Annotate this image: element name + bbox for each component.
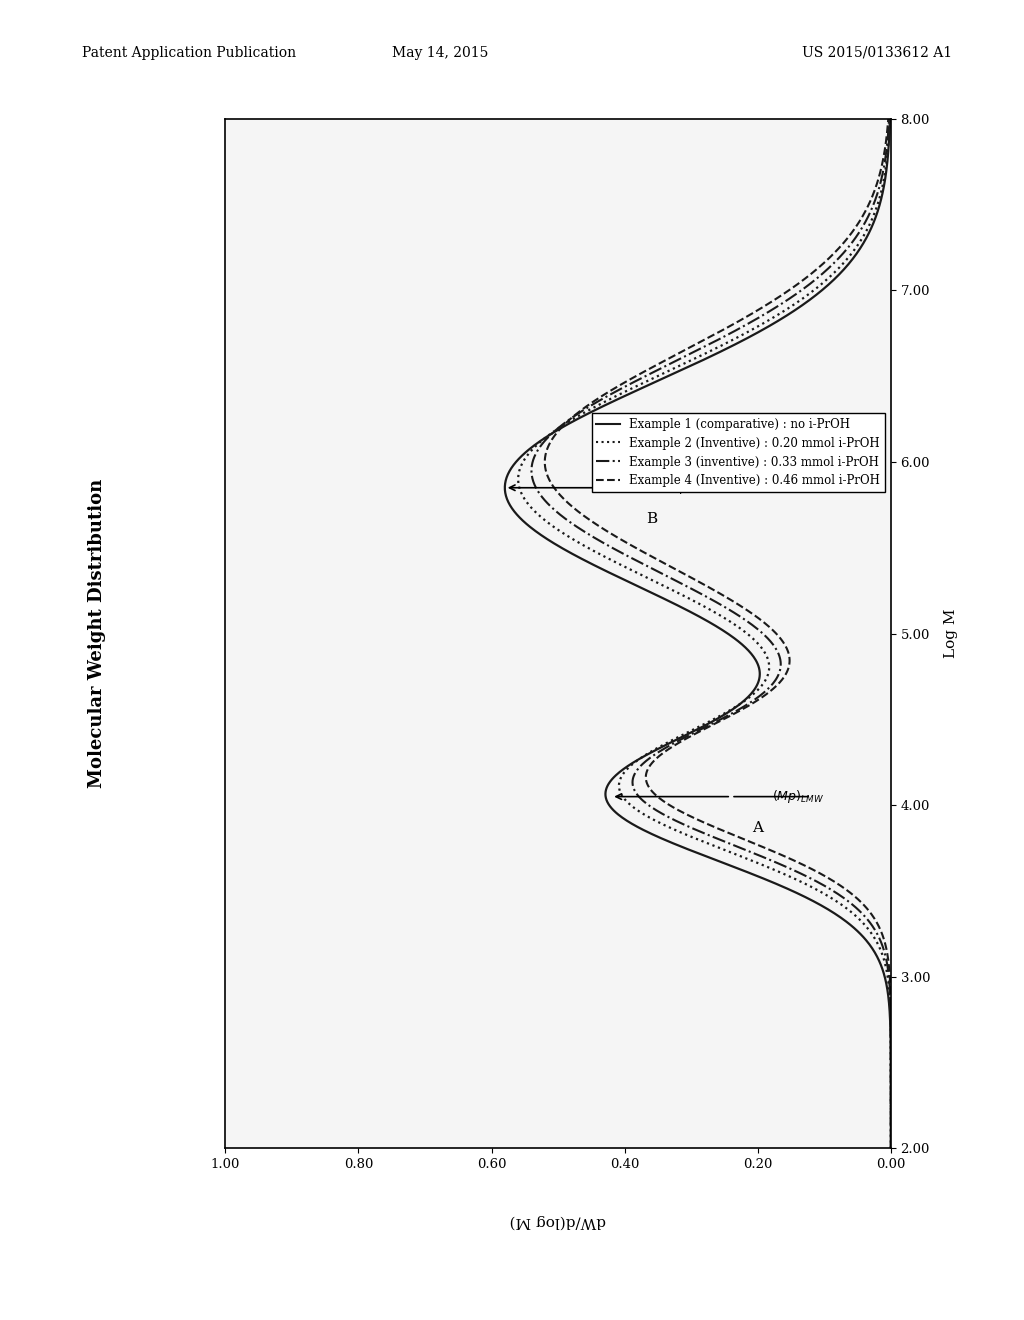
Text: Patent Application Publication: Patent Application Publication bbox=[82, 46, 296, 59]
Text: $(Mp)_{HMW}$: $(Mp)_{HMW}$ bbox=[665, 479, 718, 496]
Text: US 2015/0133612 A1: US 2015/0133612 A1 bbox=[802, 46, 952, 59]
Text: A: A bbox=[753, 821, 763, 834]
Text: $(Mp)_{LMW}$: $(Mp)_{LMW}$ bbox=[772, 788, 824, 805]
Legend: Example 1 (comparative) : no i-PrOH, Example 2 (Inventive) : 0.20 mmol i-PrOH, E: Example 1 (comparative) : no i-PrOH, Exa… bbox=[592, 413, 885, 492]
Text: Molecular Weight Distribution: Molecular Weight Distribution bbox=[88, 479, 106, 788]
Y-axis label: Log M: Log M bbox=[944, 609, 958, 659]
Text: May 14, 2015: May 14, 2015 bbox=[392, 46, 488, 59]
Text: dW/d(log M): dW/d(log M) bbox=[510, 1214, 606, 1228]
Text: B: B bbox=[646, 512, 656, 525]
